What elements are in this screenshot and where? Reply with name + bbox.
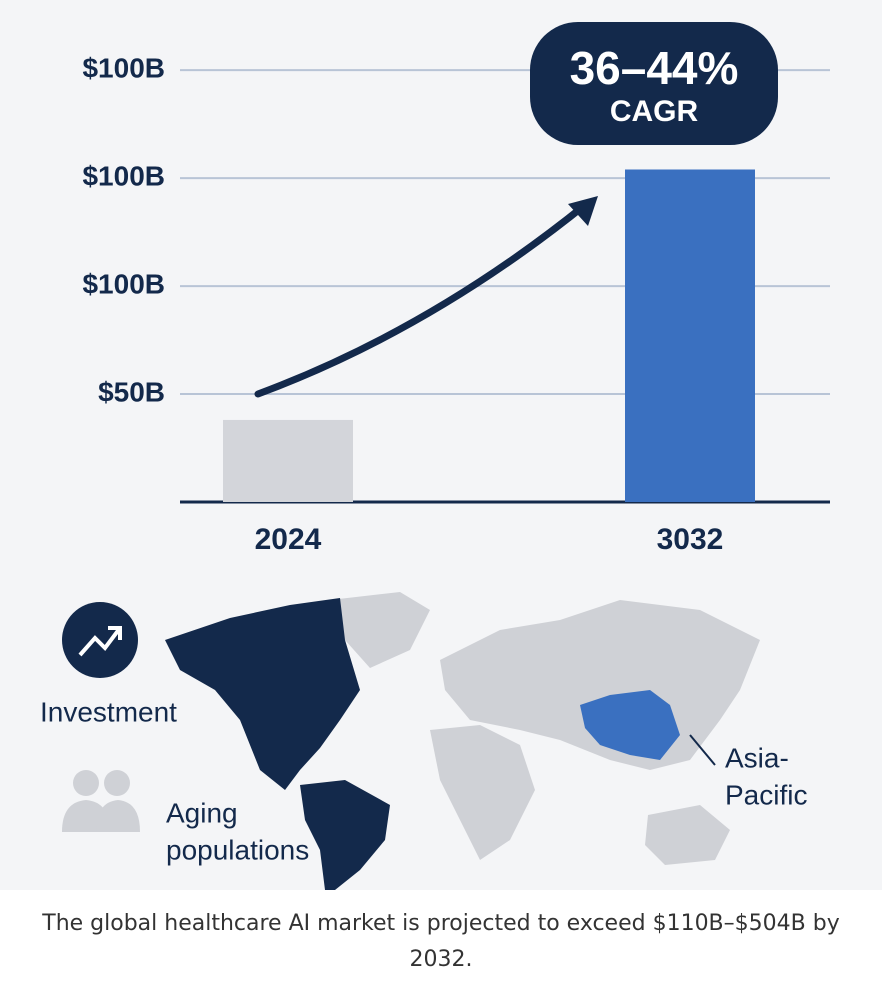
y-tick-label: $100B <box>82 161 165 192</box>
driver-label: Investment <box>40 696 177 727</box>
region-label: Asia- <box>725 742 789 773</box>
caption: The global healthcare AI market is proje… <box>42 911 840 972</box>
bar <box>625 169 755 502</box>
cagr-value: 36–44% <box>570 42 739 94</box>
y-tick-label: $50B <box>98 376 165 407</box>
x-tick-label: 3032 <box>657 523 724 556</box>
y-tick-label: $100B <box>82 268 165 299</box>
region-label: Pacific <box>725 779 807 810</box>
chart: $50B $100B $100B $100B 2024 3032 Investment A… <box>0 0 882 890</box>
driver-label: Aging <box>166 797 238 828</box>
bar <box>223 419 353 502</box>
driver-label: populations <box>166 834 309 865</box>
growth-arrow <box>254 201 589 398</box>
world-map <box>165 592 760 890</box>
arrow-head <box>568 196 598 226</box>
people-icon <box>62 770 140 832</box>
cagr-label: CAGR <box>610 95 699 128</box>
investment-icon <box>62 602 138 678</box>
x-tick-label: 2024 <box>255 523 322 556</box>
y-tick-label: $100B <box>82 53 165 84</box>
cagr-badge <box>530 22 778 145</box>
